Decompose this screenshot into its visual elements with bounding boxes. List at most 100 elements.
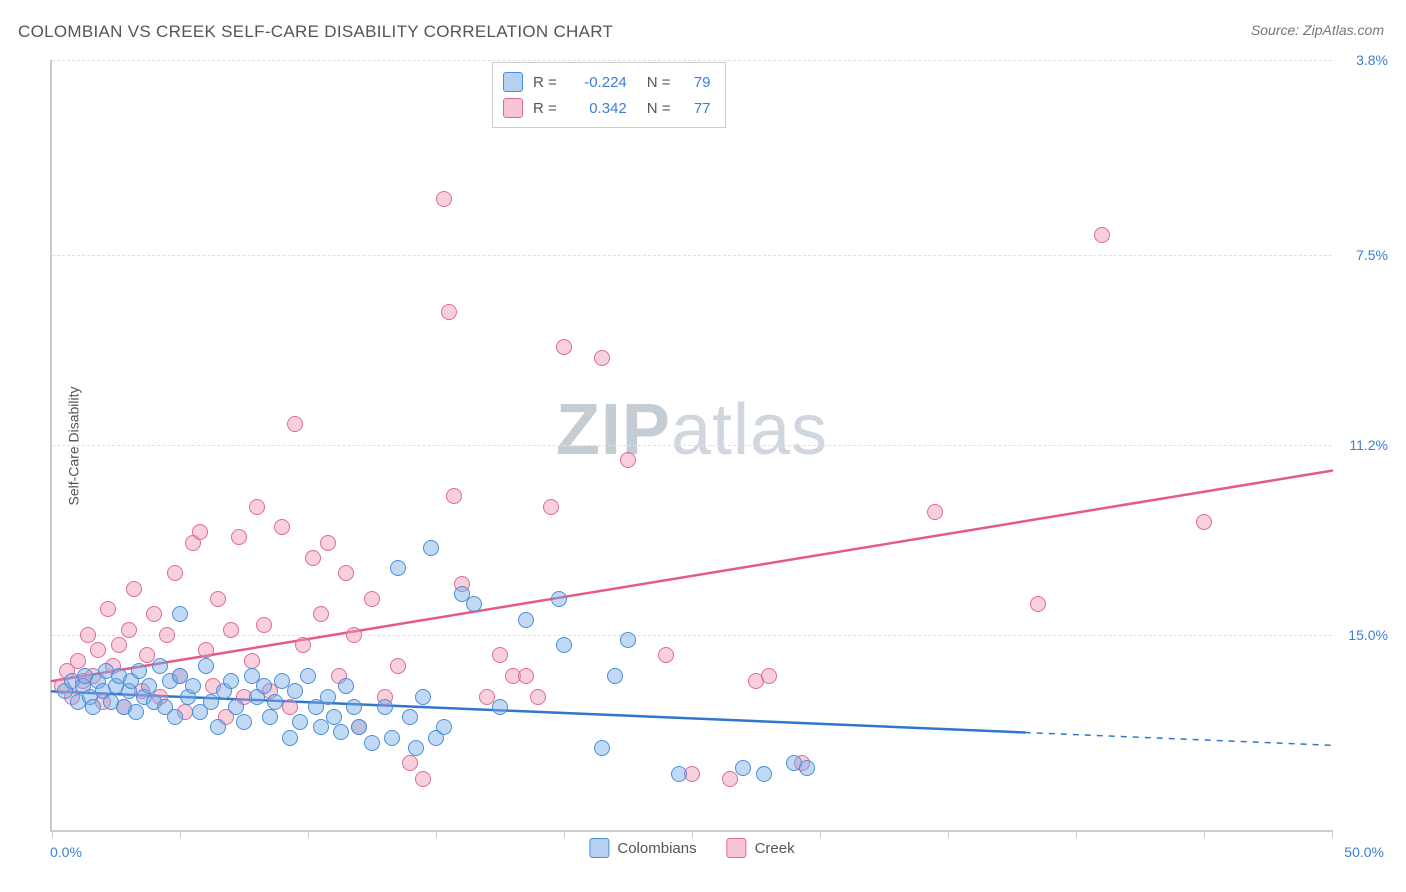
n-value: 79	[681, 74, 711, 91]
source-attribution: Source: ZipAtlas.com	[1251, 22, 1384, 38]
blue-point	[333, 724, 349, 740]
pink-point	[192, 524, 208, 540]
pink-point	[146, 606, 162, 622]
blue-point	[131, 663, 147, 679]
blue-point	[282, 730, 298, 746]
pink-point	[100, 601, 116, 617]
blue-point	[671, 766, 687, 782]
blue-swatch-icon	[503, 72, 523, 92]
chart-title: COLOMBIAN VS CREEK SELF-CARE DISABILITY …	[18, 22, 613, 42]
blue-point	[167, 709, 183, 725]
blue-point	[338, 678, 354, 694]
x-tick	[1204, 830, 1205, 838]
pink-point	[70, 653, 86, 669]
x-max-label: 50.0%	[1344, 844, 1384, 860]
r-value: -0.224	[567, 74, 627, 91]
r-value: 0.342	[567, 100, 627, 117]
pink-point	[320, 535, 336, 551]
pink-point	[390, 658, 406, 674]
blue-point	[364, 735, 380, 751]
y-tick-label: 15.0%	[1348, 627, 1388, 643]
n-label: N =	[647, 74, 671, 91]
blue-point	[556, 637, 572, 653]
pink-point	[436, 191, 452, 207]
x-tick	[692, 830, 693, 838]
blue-point	[228, 699, 244, 715]
pink-point	[364, 591, 380, 607]
blue-point	[351, 719, 367, 735]
pink-point	[295, 637, 311, 653]
pink-point	[111, 637, 127, 653]
blue-point	[172, 606, 188, 622]
pink-point	[256, 617, 272, 633]
blue-point	[423, 540, 439, 556]
pink-point	[287, 416, 303, 432]
blue-point	[152, 658, 168, 674]
pink-point	[1094, 227, 1110, 243]
blue-point	[518, 612, 534, 628]
blue-point	[402, 709, 418, 725]
pink-point	[441, 304, 457, 320]
pink-point	[121, 622, 137, 638]
r-label: R =	[533, 100, 557, 117]
x-tick	[1332, 830, 1333, 838]
pink-point	[556, 339, 572, 355]
blue-point	[198, 658, 214, 674]
pink-point	[1030, 596, 1046, 612]
pink-point	[927, 504, 943, 520]
pink-trend-line	[52, 471, 1332, 681]
pink-point	[159, 627, 175, 643]
blue-point	[236, 714, 252, 730]
blue-point	[799, 760, 815, 776]
blue-point	[185, 678, 201, 694]
pink-point	[402, 755, 418, 771]
pink-point	[446, 488, 462, 504]
pink-point	[282, 699, 298, 715]
blue-point	[377, 699, 393, 715]
pink-point	[415, 771, 431, 787]
corr-row-blue: R = -0.224 N = 79	[503, 69, 711, 95]
r-label: R =	[533, 74, 557, 91]
y-tick-label: 11.2%	[1349, 437, 1388, 453]
x-tick	[1076, 830, 1077, 838]
x-tick	[180, 830, 181, 838]
blue-point	[300, 668, 316, 684]
corr-row-pink: R = 0.342 N = 77	[503, 95, 711, 121]
pink-point	[249, 499, 265, 515]
x-tick	[308, 830, 309, 838]
y-tick-label: 3.8%	[1356, 52, 1388, 68]
plot-area: ZIPatlas 3.8%7.5%11.2%15.0% R = -0.224 N…	[50, 60, 1332, 832]
blue-point	[346, 699, 362, 715]
blue-point	[223, 673, 239, 689]
pink-point	[313, 606, 329, 622]
blue-point	[262, 709, 278, 725]
pink-point	[231, 529, 247, 545]
pink-point	[126, 581, 142, 597]
blue-point	[210, 719, 226, 735]
pink-point	[80, 627, 96, 643]
blue-point	[466, 596, 482, 612]
blue-point	[436, 719, 452, 735]
blue-point	[292, 714, 308, 730]
x-tick	[820, 830, 821, 838]
legend-label: Creek	[755, 840, 795, 857]
blue-point	[607, 668, 623, 684]
pink-point	[492, 647, 508, 663]
legend: Colombians Creek	[589, 838, 794, 858]
blue-point	[128, 704, 144, 720]
pink-point	[244, 653, 260, 669]
pink-point	[167, 565, 183, 581]
pink-point	[518, 668, 534, 684]
pink-point	[210, 591, 226, 607]
blue-point	[85, 699, 101, 715]
pink-point	[594, 350, 610, 366]
pink-point	[223, 622, 239, 638]
x-tick	[52, 830, 53, 838]
pink-point	[761, 668, 777, 684]
pink-point	[198, 642, 214, 658]
blue-point	[390, 560, 406, 576]
blue-point	[267, 694, 283, 710]
blue-point	[415, 689, 431, 705]
blue-point	[492, 699, 508, 715]
legend-label: Colombians	[617, 840, 696, 857]
